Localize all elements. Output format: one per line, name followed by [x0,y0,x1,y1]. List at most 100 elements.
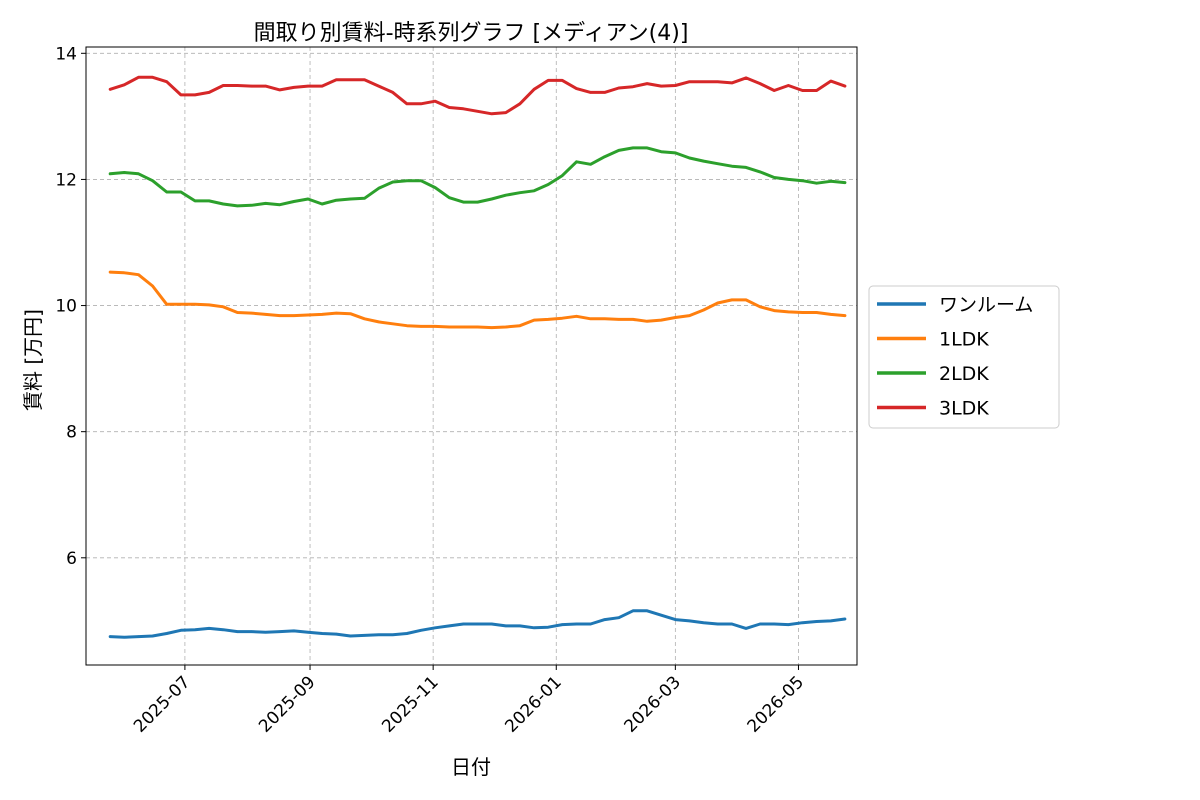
data-point [462,107,465,111]
data-point [391,180,394,184]
data-point [391,633,394,636]
data-point [151,179,154,182]
data-point [603,618,606,621]
y-tick-label: 8 [66,423,77,443]
data-point [730,622,734,626]
data-point [462,200,465,204]
data-point [264,631,267,634]
data-point [250,84,253,88]
data-point [207,199,211,203]
data-point [320,313,324,316]
data-point [617,318,620,321]
data-point [193,199,197,203]
data-point [674,618,677,621]
data-point [165,80,168,83]
data-point [547,79,550,82]
data-point [589,317,592,320]
data-point [645,609,649,612]
chart-title: 間取り別賃料-時系列グラフ [メディアン(4)] [254,21,689,46]
data-point [320,202,324,206]
data-point [801,89,804,92]
data-point [532,318,536,322]
data-point [589,163,592,166]
data-point [561,317,564,320]
data-point [292,86,296,89]
data-point [504,325,507,329]
data-point [363,634,366,637]
data-point [730,298,734,302]
data-point [335,632,338,636]
data-point [645,82,649,85]
data-point [773,309,776,312]
data-point [532,88,536,91]
data-point [434,626,437,629]
data-point [377,187,380,190]
data-point [758,622,762,626]
data-point [448,325,451,329]
data-point [674,84,677,87]
data-point [434,325,437,328]
data-point [843,314,847,317]
data-point [151,284,154,288]
data-point [674,316,677,319]
data-point [391,91,394,94]
data-point [532,189,536,192]
data-point [306,84,310,88]
data-point [702,621,705,624]
data-point [377,320,380,324]
data-point [207,627,211,630]
data-point [434,100,437,103]
data-point [843,181,847,184]
data-point [377,84,380,88]
data-point [137,273,140,276]
data-point [617,149,620,152]
data-point [815,182,818,185]
data-point [589,91,592,94]
data-point [462,325,465,329]
data-point [292,629,296,633]
data-point [575,622,578,626]
data-point [123,636,126,639]
data-point [320,632,324,635]
data-point [829,313,832,316]
data-point [660,614,663,617]
data-point [773,176,776,179]
data-point [363,317,366,320]
data-point [688,80,691,83]
data-point [631,146,635,150]
data-point [419,179,423,182]
data-point [236,204,239,208]
data-point [222,305,225,308]
data-point [843,84,847,88]
data-point [165,632,168,635]
data-point [222,84,225,87]
data-point [716,301,719,305]
data-point [829,79,832,83]
data-point [575,315,578,318]
data-point [561,174,564,177]
data-point [391,322,394,325]
data-point [518,191,522,194]
y-tick-label: 12 [55,170,77,190]
data-point [236,311,239,314]
data-point [589,622,592,626]
data-point [264,84,267,88]
data-point [236,630,239,633]
data-point [801,621,804,624]
data-point [490,326,493,329]
data-point [504,194,507,197]
data-point [306,631,310,634]
data-point [504,624,507,628]
data-point [137,76,140,79]
data-point [547,183,550,186]
data-point [815,311,818,314]
legend: ワンルーム 1LDK 2LDK 3LDK [868,285,1060,429]
series-lines [108,75,847,639]
data-point [137,172,140,175]
data-point [320,84,324,88]
data-point [250,630,253,633]
data-point [109,270,112,274]
data-point [306,197,310,201]
data-point [377,633,380,636]
data-point [278,630,281,633]
